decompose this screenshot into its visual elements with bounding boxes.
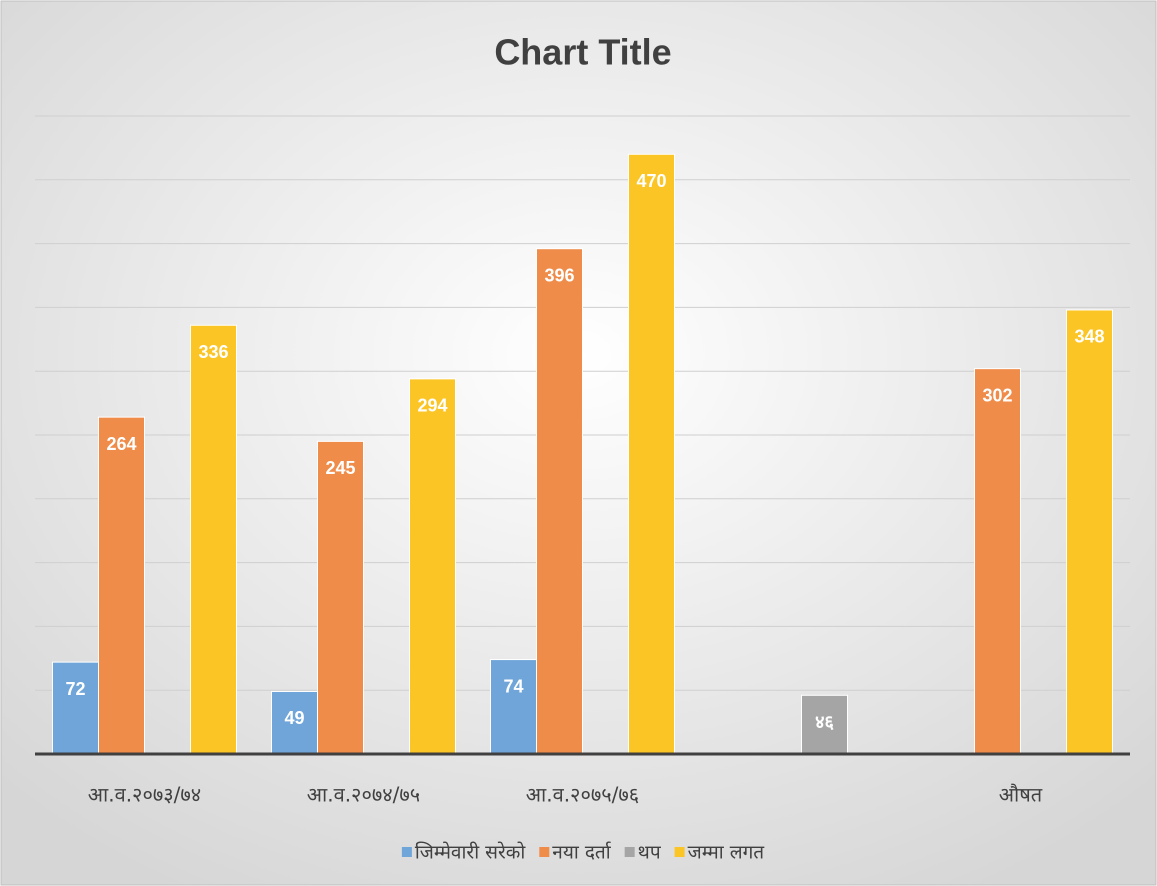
- bar: [409, 378, 456, 755]
- legend-swatch: [401, 847, 412, 857]
- data-label: 264: [106, 434, 136, 454]
- bar: [801, 694, 848, 755]
- x-tick-label: आ.व.२०७४/७५: [307, 783, 420, 807]
- bar: [974, 368, 1021, 755]
- data-label: 470: [636, 171, 666, 191]
- legend-swatch: [539, 847, 550, 857]
- legend-label: जिम्मेवारी सरेको: [415, 841, 526, 864]
- bar: [317, 440, 364, 755]
- data-label: 74: [503, 676, 523, 696]
- bar: [536, 248, 583, 755]
- x-tick-label: औषत: [999, 783, 1043, 807]
- bar: [52, 661, 99, 755]
- data-label: ४६: [815, 712, 834, 732]
- bar: [628, 153, 675, 755]
- data-label: 302: [982, 385, 1012, 405]
- data-label: 396: [544, 265, 574, 285]
- data-label: 336: [198, 342, 228, 362]
- bar: [271, 690, 318, 755]
- bar: [1066, 309, 1113, 755]
- x-tick-label: आ.व.२०७५/७६: [526, 783, 639, 807]
- legend-swatch: [624, 847, 635, 857]
- data-label: 294: [417, 396, 447, 416]
- legend-label: थप: [638, 842, 662, 864]
- bar: [190, 324, 237, 755]
- legend: जिम्मेवारी सरेको नया दर्ता थप जम्मा लगत: [401, 841, 766, 864]
- legend-swatch: [674, 847, 685, 857]
- data-label: 72: [65, 679, 85, 699]
- bar: [98, 416, 145, 755]
- chart-title: Chart Title: [494, 32, 671, 73]
- data-label: 49: [284, 708, 304, 728]
- bar: [490, 659, 537, 755]
- data-label: 245: [325, 458, 355, 478]
- x-tick-label: आ.व.२०७३/७४: [88, 783, 201, 807]
- legend-label: जम्मा लगत: [688, 842, 766, 864]
- legend-label: नया दर्ता: [552, 841, 611, 864]
- data-label: 348: [1074, 327, 1104, 347]
